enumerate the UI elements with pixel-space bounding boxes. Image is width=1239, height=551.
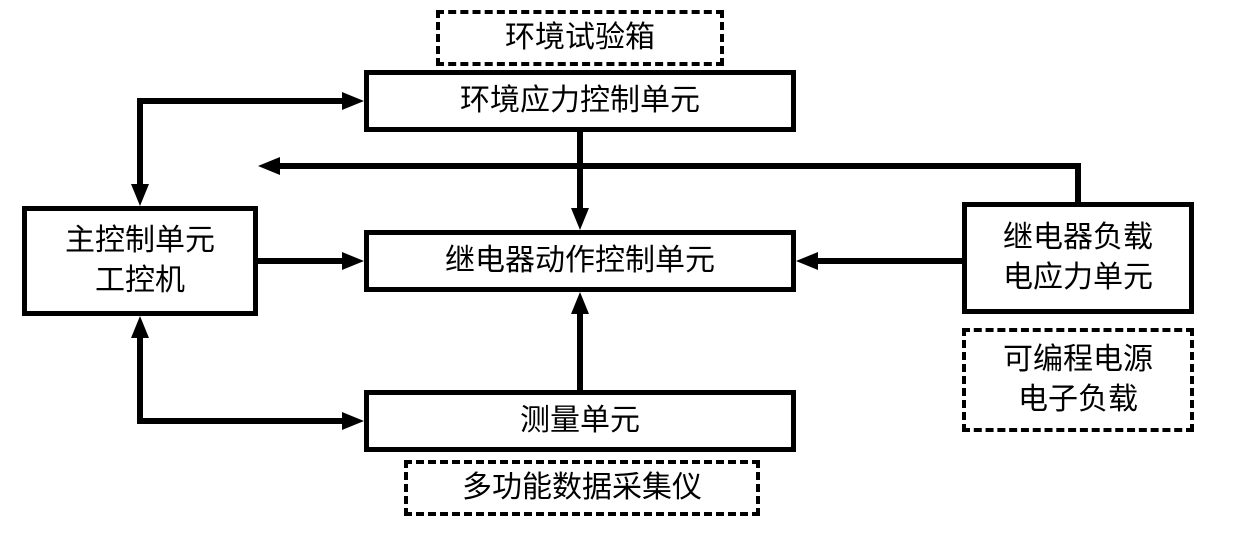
- node-env-ctrl: 环境应力控制单元: [364, 70, 796, 132]
- node-relay-load-label: 继电器负载 电应力单元: [1003, 218, 1153, 299]
- node-daq-label: 多功能数据采集仪: [462, 468, 702, 509]
- diagram-canvas: 环境试验箱 环境应力控制单元 主控制单元 工控机 继电器动作控制单元 继电器负载…: [0, 0, 1239, 551]
- node-env-ctrl-label: 环境应力控制单元: [460, 81, 700, 122]
- node-measure: 测量单元: [364, 390, 796, 452]
- node-prog-psu-label: 可编程电源 电子负载: [1003, 340, 1153, 421]
- node-env-chamber-label: 环境试验箱: [505, 18, 655, 59]
- node-env-chamber: 环境试验箱: [436, 10, 724, 66]
- node-main-ctrl-label: 主控制单元 工控机: [65, 221, 215, 302]
- node-measure-label: 测量单元: [520, 401, 640, 442]
- node-relay-ctrl-label: 继电器动作控制单元: [445, 241, 715, 282]
- node-main-ctrl: 主控制单元 工控机: [22, 206, 258, 316]
- node-prog-psu: 可编程电源 电子负载: [962, 328, 1194, 432]
- node-daq: 多功能数据采集仪: [404, 460, 760, 516]
- node-relay-load: 继电器负载 电应力单元: [962, 202, 1194, 314]
- node-relay-ctrl: 继电器动作控制单元: [364, 230, 796, 292]
